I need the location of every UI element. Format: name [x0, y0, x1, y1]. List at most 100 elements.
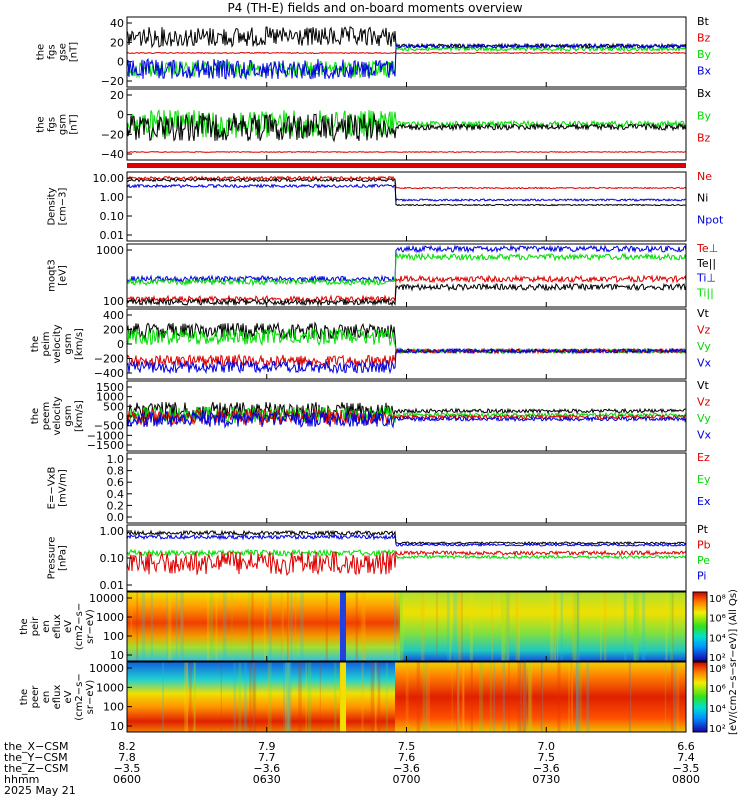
spectrum-streak	[568, 662, 570, 732]
x-tick-label: 0700	[393, 773, 421, 786]
spectrum-streak	[479, 662, 483, 732]
y-axis-label: [eV]	[58, 265, 69, 286]
spectrum-streak	[461, 662, 465, 732]
spectrum-streak	[334, 662, 337, 732]
spectrum-streak	[231, 592, 233, 661]
spectrum-streak	[249, 662, 252, 732]
y-tick-label: 0	[117, 109, 124, 122]
x-tick-label: 0630	[253, 773, 281, 786]
spectrum-streak	[405, 662, 409, 732]
colorbar-tick-label: 10²	[709, 724, 726, 735]
y-tick-label: 0.01	[100, 579, 125, 592]
spectrum-streak	[457, 592, 462, 661]
spectrum-streak	[505, 592, 508, 661]
gsm-by-trace	[126, 109, 687, 138]
spectrum-streak	[298, 662, 302, 732]
y-tick-label: 0.0	[107, 511, 125, 524]
spectrum-streak	[377, 662, 381, 732]
y-tick-label: 1000	[96, 681, 124, 694]
y-tick-label: −400	[94, 367, 124, 380]
spectrum-streak	[375, 662, 377, 732]
spectrum-streak	[282, 592, 284, 661]
y-axis-label: the	[19, 618, 30, 634]
spectrum-streak	[470, 662, 473, 732]
by-trace	[126, 45, 687, 79]
spectrum-streak	[222, 592, 227, 661]
pt-trace	[126, 529, 687, 546]
spectrum-streak	[542, 662, 544, 732]
y-axis-label: the	[30, 336, 41, 352]
pi-trace	[126, 533, 687, 548]
y-tick-label: 500	[103, 400, 124, 413]
spectrum-streak	[522, 662, 526, 732]
legend-label: Vx	[697, 429, 712, 442]
spectrum-streak	[570, 662, 573, 732]
spectrum-streak	[456, 662, 458, 732]
spectrum-streak	[290, 592, 293, 661]
x-axis-row-label: the_X−CSM	[4, 740, 68, 753]
x-tick-label: 7.4	[677, 751, 695, 764]
y-tick-label: 0	[117, 56, 124, 69]
spectrum-streak	[397, 592, 402, 661]
y-axis-label: gsm	[63, 405, 74, 426]
spectrum-streak	[436, 592, 438, 661]
ti-par-trace	[126, 252, 687, 287]
npot-trace	[126, 183, 686, 203]
spectrum-streak	[540, 662, 543, 732]
legend-label: Vy	[697, 412, 711, 425]
y-axis-label: Density	[47, 187, 58, 225]
y-tick-label: 10000	[89, 592, 124, 605]
spectrum-streak	[166, 592, 168, 661]
legend-label: Vz	[697, 396, 711, 409]
y-axis-label: gsm	[58, 114, 69, 135]
spectrum-streak	[576, 662, 579, 732]
spectrum-streak	[374, 662, 376, 732]
x-tick-label: 8.2	[118, 740, 136, 753]
x-tick-label: 0800	[672, 773, 700, 786]
legend-label: Vt	[697, 307, 710, 320]
spectrum-streak	[520, 662, 522, 732]
te-par-trace	[126, 282, 687, 307]
gsm-bz-trace	[126, 150, 687, 154]
legend-label: Bx	[697, 87, 712, 100]
y-tick-label: 0.10	[100, 210, 125, 223]
y-tick-label: 1000	[96, 391, 124, 404]
spectrum-streak	[469, 592, 473, 661]
colorbar-tick-label: 10⁶	[709, 684, 726, 695]
y-tick-label: 100	[103, 630, 124, 643]
spectrum-streak	[300, 592, 304, 661]
y-tick-label: 10	[110, 720, 124, 733]
spectrum-streak	[267, 662, 270, 732]
spectrum-streak	[141, 592, 145, 661]
electron-spectrum-gap	[340, 662, 346, 732]
spectrum-streak	[385, 662, 388, 732]
spectrum-streak	[493, 662, 496, 732]
y-axis-label: [nT]	[69, 114, 80, 134]
legend-label: By	[697, 109, 712, 122]
y-axis-label: gsm	[63, 333, 74, 354]
y-tick-label: −1000	[87, 429, 124, 442]
spectrum-streak	[295, 592, 297, 661]
spectrum-streak	[130, 592, 133, 661]
x-tick-label: 7.5	[398, 740, 416, 753]
spectrum-streak	[268, 592, 272, 661]
y-tick-label: 40	[110, 17, 124, 30]
y-tick-label: 0.10	[100, 552, 125, 565]
spectrum-streak	[285, 662, 289, 732]
y-axis-label: [mV/m]	[58, 469, 69, 507]
spectrum-streak	[305, 662, 307, 732]
spectrum-streak	[453, 592, 458, 661]
chart-title: P4 (TH-E) fields and on-board moments ov…	[227, 1, 523, 15]
spectrum-streak	[394, 592, 397, 661]
y-tick-label: 1500	[96, 381, 124, 394]
y-tick-label: 100	[103, 295, 124, 308]
panel-frame	[126, 452, 687, 524]
panel-frame	[126, 16, 687, 88]
spectrum-streak	[517, 662, 522, 732]
spectrum-streak	[576, 592, 579, 661]
colorbar-tick-label: 10⁴	[709, 633, 726, 644]
spectrum-streak	[370, 662, 375, 732]
spectrum-streak	[269, 662, 272, 732]
x-tick-label: 7.7	[258, 751, 276, 764]
y-axis-label: peir	[30, 616, 41, 636]
